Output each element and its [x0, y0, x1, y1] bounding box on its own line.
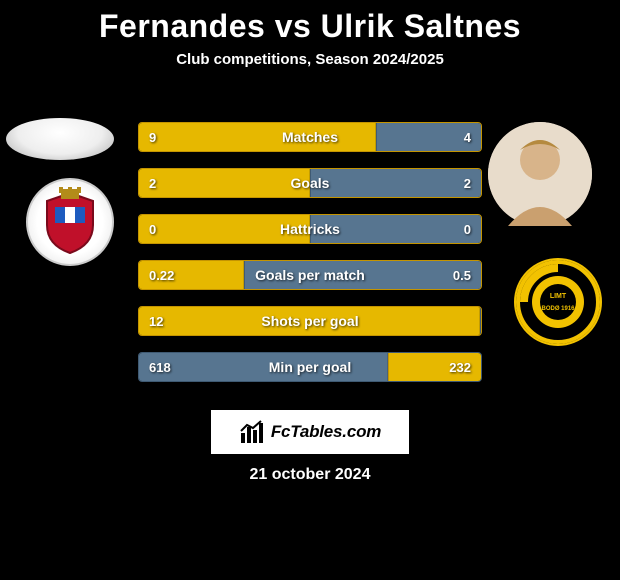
infographic-root: Fernandes vs Ulrik Saltnes Club competit… — [0, 0, 620, 580]
player-photo-right — [488, 122, 592, 226]
bar-left-fill — [139, 307, 480, 335]
club-badge-icon: LIMT BODØ 1916 — [516, 260, 600, 344]
bar-left-fill — [139, 215, 310, 243]
club-crest-right: LIMT BODØ 1916 — [514, 258, 602, 346]
bar-left-fill — [139, 353, 388, 381]
bar-right-fill — [376, 123, 481, 151]
brand-banner: FcTables.com — [211, 410, 409, 454]
bar-right-fill — [480, 307, 481, 335]
subtitle: Club competitions, Season 2024/2025 — [0, 51, 620, 68]
svg-text:LIMT: LIMT — [550, 293, 567, 300]
stat-row: Shots per goal12 — [138, 306, 482, 336]
shield-icon — [35, 187, 105, 257]
avatar-icon — [488, 122, 592, 226]
bar-right-fill — [388, 353, 481, 381]
bar-left-fill — [139, 261, 244, 289]
bar-left-fill — [139, 123, 376, 151]
stat-row: Goals22 — [138, 168, 482, 198]
stat-row: Hattricks00 — [138, 214, 482, 244]
stat-row: Min per goal618232 — [138, 352, 482, 382]
brand-text: FcTables.com — [271, 422, 381, 442]
bar-left-fill — [139, 169, 310, 197]
comparison-bars: Matches94 Goals22 Hattricks00 Goals per mat… — [138, 122, 482, 398]
chart-icon — [239, 419, 265, 445]
svg-text:BODØ 1916: BODØ 1916 — [541, 306, 575, 312]
bar-right-fill — [244, 261, 481, 289]
player-photo-left — [6, 118, 114, 160]
stat-row: Goals per match0.220.5 — [138, 260, 482, 290]
bar-right-fill — [310, 169, 481, 197]
stat-row: Matches94 — [138, 122, 482, 152]
page-title: Fernandes vs Ulrik Saltnes — [0, 0, 620, 45]
date-text: 21 october 2024 — [0, 466, 620, 484]
club-crest-left — [26, 178, 114, 266]
bar-right-fill — [310, 215, 481, 243]
